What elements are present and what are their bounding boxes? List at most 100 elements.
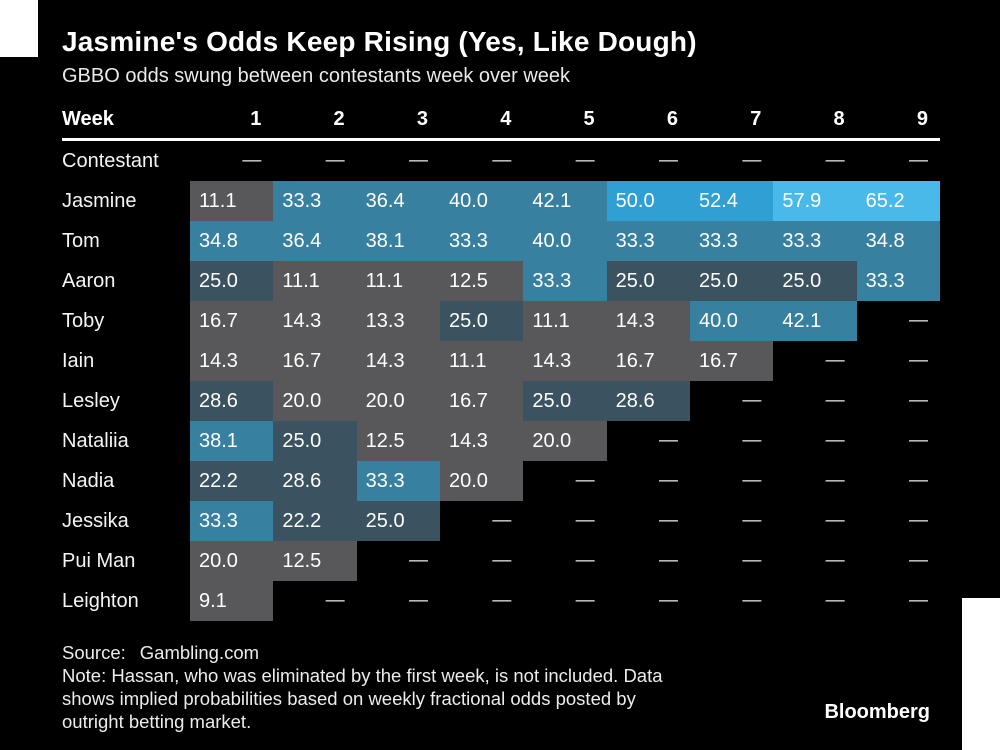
dash-cell: —: [409, 150, 428, 171]
heatmap-cell: 40.0: [440, 181, 524, 221]
heatmap-cell: 38.1: [190, 421, 274, 461]
heatmap-cell: 16.7: [190, 301, 274, 341]
heatmap-cell: 36.4: [356, 181, 440, 221]
page-background-fragment: [0, 0, 38, 57]
heatmap-cell: 36.4: [273, 221, 357, 261]
dash-cell: —: [492, 510, 512, 531]
week-header-cell: 2: [333, 107, 345, 130]
week-header-label: Week: [62, 107, 114, 130]
dash-cell: —: [492, 550, 512, 571]
heatmap-cell: 16.7: [273, 341, 357, 381]
heatmap-cell: 25.0: [273, 421, 357, 461]
week-header-cell: 1: [250, 107, 262, 130]
dash-cell: —: [742, 510, 762, 531]
dash-cell: —: [575, 550, 595, 571]
dash-cell: —: [659, 510, 678, 531]
table-row: Tom 34.8 36.4 38.1 33.3 40.0 33.3 33.3 33.3 34.8: [62, 221, 940, 261]
footer: Source: Gambling.com Note: Hassan, who wa…: [62, 641, 782, 733]
table-row: Leighton 9.1 — — — — — — — —: [62, 581, 940, 621]
row-label: Nadia: [62, 469, 115, 492]
heatmap-cell: 25.0: [440, 301, 524, 341]
table-row: Toby 16.7 14.3 13.3 25.0 11.1 14.3 40.0 42.1—: [62, 301, 940, 341]
heatmap-cell: 20.0: [273, 381, 357, 421]
heatmap-cell: 57.9: [773, 181, 857, 221]
heatmap-cell: 25.0: [690, 261, 774, 301]
heatmap-cell: 14.3: [440, 421, 524, 461]
heatmap-cell: 34.8: [190, 221, 274, 261]
heatmap-cell: 20.0: [440, 461, 524, 501]
dash-cell: —: [325, 150, 345, 171]
heatmap-cell: 16.7: [606, 341, 690, 381]
page-subtitle: GBBO odds swung between contestants week…: [62, 65, 571, 88]
row-label: Jessika: [62, 509, 129, 532]
heatmap-cell: 14.3: [190, 341, 274, 381]
row-label: Toby: [62, 309, 105, 332]
heatmap-cell: 14.3: [523, 341, 607, 381]
row-label: Tom: [62, 229, 100, 252]
heatmap-cell: 40.0: [690, 301, 774, 341]
heatmap-cell: 28.6: [273, 461, 357, 501]
page-title: Jasmine's Odds Keep Rising (Yes, Like Do…: [62, 26, 697, 57]
heatmap-cell: 16.7: [690, 341, 774, 381]
dash-cell: —: [659, 150, 678, 171]
dash-cell: —: [825, 550, 845, 571]
heatmap-cell: 12.5: [440, 261, 524, 301]
heatmap-cell: 20.0: [190, 541, 274, 581]
dash-cell: —: [742, 550, 762, 571]
table-row: Nadia 22.2 28.6 33.3 20.0 — — — — —: [62, 461, 940, 501]
heatmap-cell: 25.0: [356, 501, 440, 541]
heatmap-cell: 12.5: [273, 541, 357, 581]
dash-cell: —: [325, 590, 345, 611]
dash-cell: —: [909, 150, 928, 171]
week-header-row: Week 1 2 3 4 5 6 7 8 9: [62, 100, 940, 138]
week-header-cell: 8: [833, 107, 845, 130]
heatmap-cell: 20.0: [356, 381, 440, 421]
heatmap-cell: 22.2: [190, 461, 274, 501]
heatmap-cell: 65.2: [856, 181, 940, 221]
dash-cell: —: [825, 510, 845, 531]
dash-cell: —: [909, 550, 928, 571]
heatmap-cell: 33.3: [690, 221, 774, 261]
dash-cell: —: [575, 510, 595, 531]
heatmap-cell: 33.3: [273, 181, 357, 221]
row-label: Jasmine: [62, 189, 137, 212]
heatmap-cell: 9.1: [190, 581, 274, 621]
heatmap-cell: 20.0: [523, 421, 607, 461]
dash-cell: —: [825, 590, 845, 611]
dash-cell: —: [909, 510, 928, 531]
note-text: Note: Hassan, who was eliminated by the …: [62, 665, 663, 732]
dash-cell: —: [825, 350, 845, 371]
table-row: Pui Man 20.0 12.5 — — — — — — —: [62, 541, 940, 581]
heatmap-cell: 11.1: [273, 261, 357, 301]
heatmap-cell: 38.1: [356, 221, 440, 261]
heatmap-cell: 14.3: [356, 341, 440, 381]
dash-cell: —: [409, 590, 428, 611]
row-label: Pui Man: [62, 549, 136, 572]
heatmap-cell: 14.3: [273, 301, 357, 341]
dash-cell: —: [909, 350, 928, 371]
heatmap-cell: 11.1: [356, 261, 440, 301]
heatmap-cell: 50.0: [606, 181, 690, 221]
dash-cell: —: [659, 470, 678, 491]
heatmap-cell: 11.1: [440, 341, 524, 381]
heatmap-cell: 40.0: [523, 221, 607, 261]
dash-cell: —: [742, 430, 762, 451]
row-label: Leighton: [62, 589, 139, 612]
dash-cell: —: [909, 310, 928, 331]
heatmap-cell: 28.6: [606, 381, 690, 421]
dash-cell: —: [909, 590, 928, 611]
heatmap-cell: 16.7: [440, 381, 524, 421]
heatmap-cell: 52.4: [690, 181, 774, 221]
heatmap-cell: 13.3: [356, 301, 440, 341]
source-value: Gambling.com: [139, 642, 260, 663]
week-header-cell: 9: [916, 107, 928, 130]
heatmap-cell: 11.1: [523, 301, 607, 341]
table-row: Jessika 33.3 22.2 25.0 — — — — — —: [62, 501, 940, 541]
week-header-cell: 7: [750, 107, 762, 130]
heatmap-rows: Contestant — — — — — — — — — Jasmine 11.1 33.3 36.4 40…: [62, 141, 940, 621]
dash-cell: —: [909, 390, 928, 411]
heatmap-table: Week 1 2 3 4 5 6 7 8 9 Contestant — — — — — — — — — Jasmin…: [62, 100, 940, 621]
heatmap-cell: 33.3: [606, 221, 690, 261]
dash-cell: —: [409, 550, 428, 571]
table-row: Nataliia 38.1 25.0 12.5 14.3 20.0 — — — —: [62, 421, 940, 461]
